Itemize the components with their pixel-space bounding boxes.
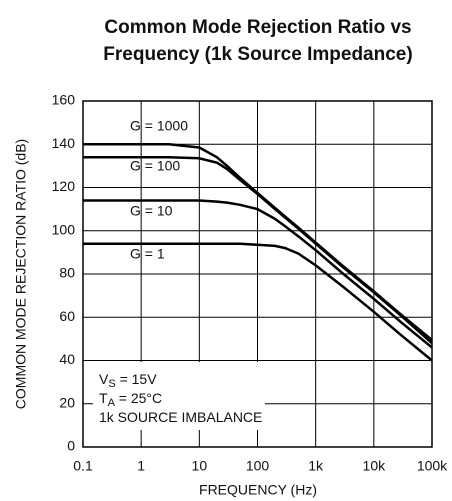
series-label: G = 10 <box>130 203 173 219</box>
series-label: G = 1 <box>130 246 165 262</box>
note-sub: A <box>108 397 116 409</box>
y-tick-label: 0 <box>67 438 75 454</box>
chart-title: Frequency (1k Source Impedance) <box>103 44 412 65</box>
note-sub: S <box>108 378 115 390</box>
x-tick-label: 100 <box>246 458 270 474</box>
notes-box <box>93 362 265 430</box>
note: 1k SOURCE IMBALANCE <box>99 409 262 425</box>
note: TA = 25°C <box>99 390 162 409</box>
y-tick-label: 100 <box>52 221 76 237</box>
series-line <box>83 155 433 345</box>
x-tick-label: 10k <box>363 458 387 474</box>
y-axis-label: COMMON MODE REJECTION RATIO (dB) <box>13 139 29 409</box>
series-label: G = 100 <box>130 158 180 174</box>
plot-frame <box>82 100 433 448</box>
y-tick-label: 120 <box>52 178 76 194</box>
y-tick-label: 60 <box>59 308 75 324</box>
x-tick-label: 1 <box>137 458 145 474</box>
y-tick-label: 40 <box>59 351 75 367</box>
note-rest: = 15V <box>116 371 158 387</box>
y-tick-label: 140 <box>52 135 76 151</box>
y-tick-label: 80 <box>59 265 75 281</box>
series-line <box>83 199 433 349</box>
y-tick-label: 20 <box>59 394 75 410</box>
note-main: T <box>99 390 108 406</box>
chart-title: Common Mode Rejection Ratio vs <box>104 17 411 38</box>
x-tick-label: 0.1 <box>73 458 93 474</box>
note: VS = 15V <box>99 371 157 390</box>
note-main: 1k SOURCE IMBALANCE <box>99 409 262 425</box>
y-tick-label: 160 <box>52 92 76 108</box>
x-tick-label: 1k <box>308 458 324 474</box>
x-tick-label: 10 <box>192 458 208 474</box>
series-line <box>83 242 433 362</box>
series-label: G = 1000 <box>130 118 188 134</box>
note-main: V <box>99 371 109 387</box>
x-tick-label: 100k <box>417 458 448 474</box>
note-rest: = 25°C <box>115 390 162 406</box>
x-axis-label: FREQUENCY (Hz) <box>199 482 317 498</box>
